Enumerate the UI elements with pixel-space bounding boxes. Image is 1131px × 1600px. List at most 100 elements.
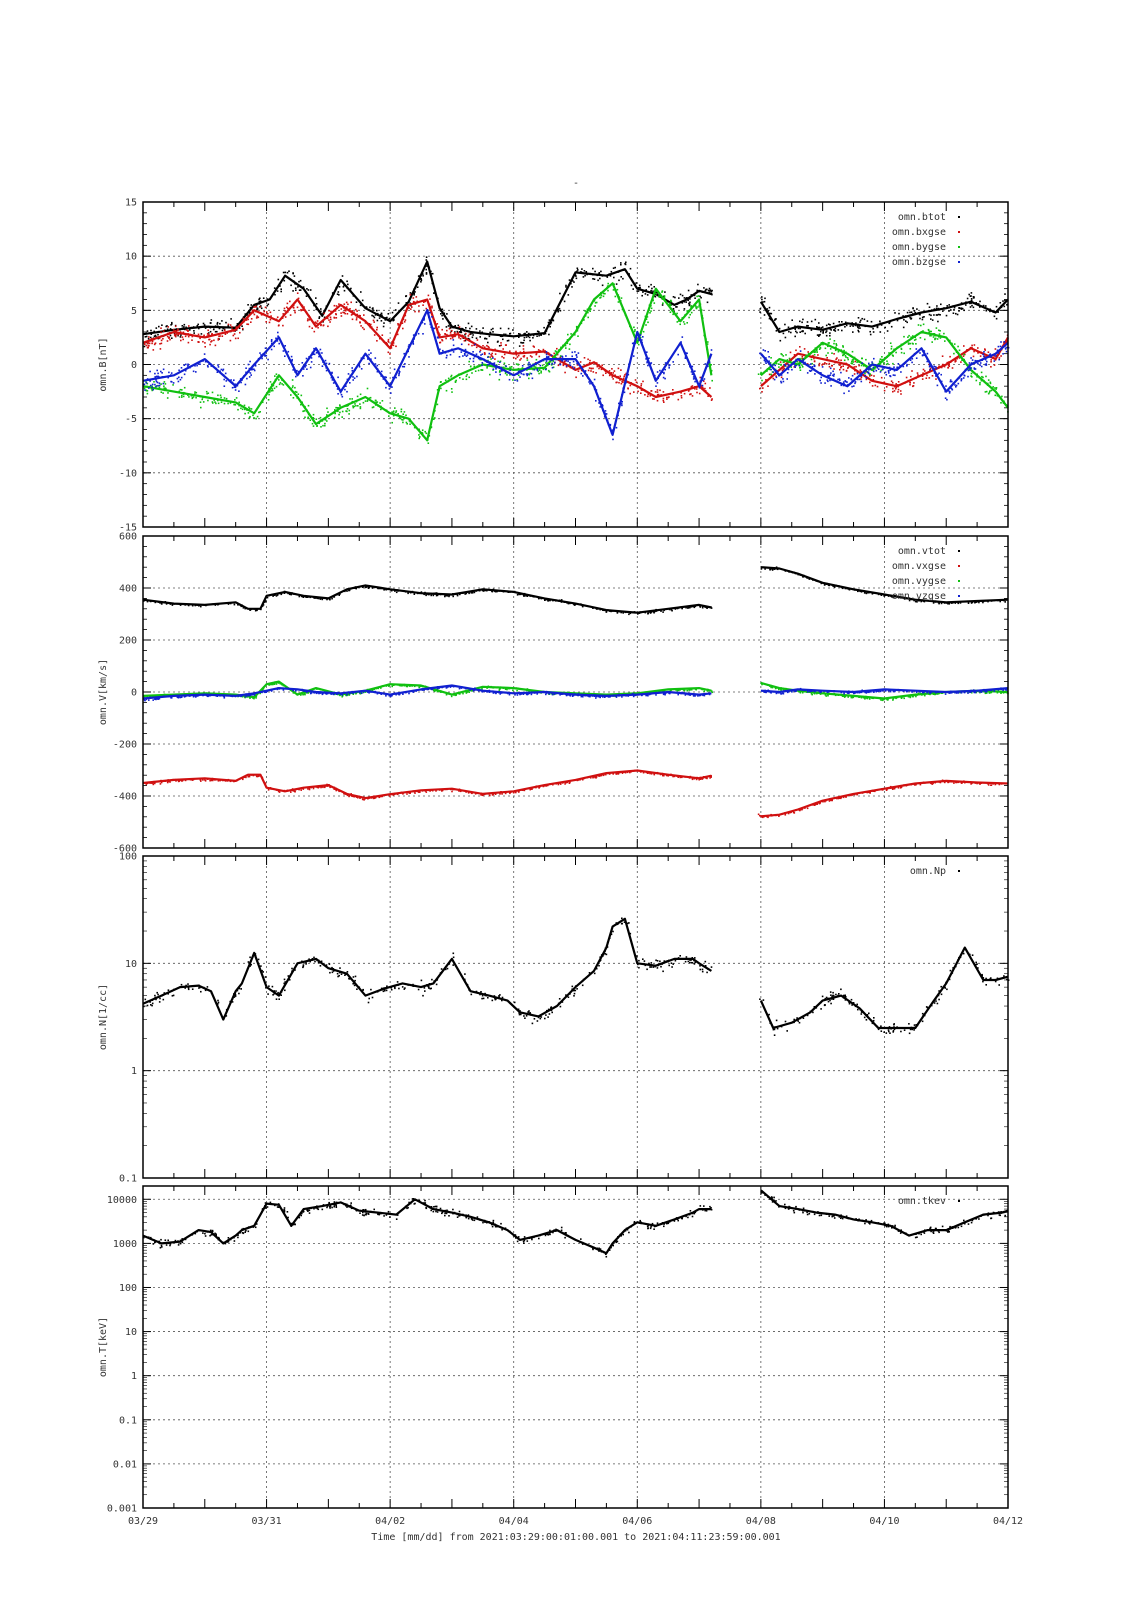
legend-marker	[958, 565, 960, 567]
data-point	[372, 309, 374, 311]
data-point	[618, 296, 621, 298]
data-point	[374, 314, 377, 316]
data-point	[872, 366, 875, 369]
data-point	[709, 775, 711, 777]
data-point	[403, 417, 406, 420]
data-point	[319, 598, 322, 600]
data-point	[308, 788, 311, 791]
data-point	[649, 772, 651, 775]
data-point	[975, 601, 977, 603]
data-point	[500, 368, 503, 371]
data-point	[922, 374, 924, 376]
data-point	[245, 319, 248, 321]
data-point	[971, 782, 973, 784]
data-point	[189, 778, 192, 781]
data-point	[309, 366, 312, 369]
data-point	[368, 397, 371, 399]
data-point	[891, 381, 894, 384]
data-point	[192, 370, 195, 373]
data-point	[281, 383, 283, 385]
data-point	[235, 326, 238, 328]
data-point	[178, 396, 181, 398]
data-point	[833, 340, 836, 342]
data-point	[294, 789, 297, 791]
data-point	[569, 602, 571, 605]
data-point	[244, 383, 247, 386]
data-point	[702, 317, 704, 319]
data-point	[161, 603, 163, 605]
data-point	[889, 320, 892, 323]
data-point	[838, 378, 841, 380]
data-point	[290, 592, 293, 595]
data-point	[957, 382, 960, 385]
data-point	[308, 325, 311, 328]
data-point	[835, 343, 837, 345]
data-point	[173, 603, 175, 605]
data-point	[604, 413, 607, 416]
data-point	[905, 320, 907, 322]
data-point	[790, 366, 792, 368]
data-point	[833, 585, 835, 587]
data-point	[829, 799, 832, 801]
data-point	[179, 329, 181, 331]
data-point	[854, 589, 856, 591]
data-point	[480, 354, 482, 356]
data-point	[909, 316, 911, 319]
data-point	[211, 333, 213, 335]
data-point	[354, 314, 357, 317]
data-point	[677, 398, 680, 401]
data-point	[608, 370, 611, 372]
data-point	[435, 325, 437, 328]
data-point	[430, 426, 433, 428]
data-point	[284, 345, 286, 347]
data-point	[477, 369, 480, 372]
data-point	[600, 608, 603, 610]
data-point	[427, 439, 429, 441]
data-point	[970, 367, 972, 369]
data-point	[799, 362, 802, 365]
data-point	[241, 325, 243, 327]
data-point	[158, 601, 160, 603]
data-point	[648, 285, 650, 288]
data-point	[160, 342, 163, 345]
data-point	[617, 610, 619, 613]
data-point	[207, 361, 209, 363]
data-point	[527, 363, 530, 366]
data-point	[246, 409, 248, 411]
data-point	[180, 376, 183, 379]
data-point	[224, 329, 226, 332]
data-point	[518, 593, 521, 595]
data-point	[412, 303, 415, 305]
data-point	[576, 267, 579, 270]
data-point	[547, 321, 550, 324]
data-point	[155, 375, 158, 378]
data-point	[471, 372, 473, 374]
data-point	[798, 363, 800, 365]
data-point	[770, 312, 773, 315]
data-point	[306, 319, 309, 322]
data-point	[399, 417, 402, 420]
data-point	[581, 604, 584, 607]
data-point	[952, 305, 954, 307]
data-point	[462, 378, 464, 380]
data-point	[969, 306, 972, 308]
data-point	[990, 361, 992, 363]
data-point	[445, 337, 447, 340]
data-point	[233, 379, 235, 381]
data-point	[808, 369, 811, 372]
data-point	[439, 341, 441, 344]
data-point	[889, 369, 892, 371]
data-point	[441, 314, 443, 317]
data-point	[929, 367, 932, 370]
data-point	[253, 364, 255, 367]
data-point	[318, 786, 320, 788]
data-point	[476, 792, 479, 794]
data-point	[156, 381, 159, 384]
data-point	[147, 346, 149, 349]
data-point	[249, 609, 251, 611]
data-point	[580, 603, 582, 605]
data-point	[346, 590, 348, 592]
data-point	[517, 791, 520, 793]
data-point	[378, 587, 381, 590]
data-point	[801, 691, 804, 694]
